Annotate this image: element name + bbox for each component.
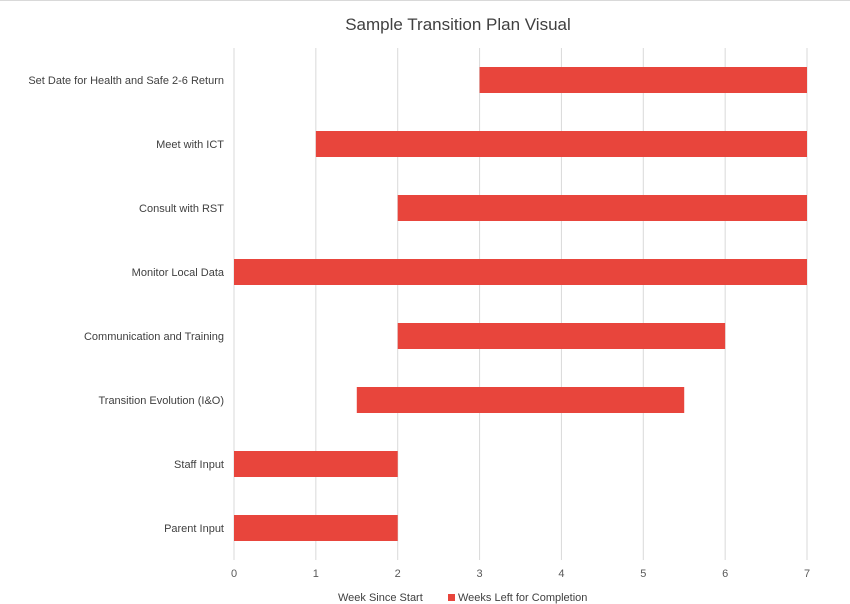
bar-weeks-left [397,323,726,349]
x-tick-label: 3 [477,568,483,580]
bar-weeks-left [234,259,807,285]
category-label: Parent Input [164,523,224,535]
top-divider [0,0,850,1]
bar-weeks-left [234,515,398,541]
category-label: Staff Input [174,459,224,471]
bar-weeks-left [356,387,685,413]
legend-series-2-label: Weeks Left for Completion [458,592,587,604]
x-tick-label: 1 [313,568,319,580]
chart-title: Sample Transition Plan Visual [345,15,571,34]
category-label: Meet with ICT [156,139,224,151]
bar-weeks-left [315,131,807,157]
category-label: Monitor Local Data [132,267,225,279]
category-label: Consult with RST [139,203,224,215]
legend-series-1-label: Week Since Start [338,592,423,604]
x-axis-ticks: 0 1 2 3 4 5 6 7 [231,568,810,580]
x-tick-label: 0 [231,568,237,580]
bars [234,67,807,541]
x-tick-label: 2 [395,568,401,580]
x-tick-label: 6 [722,568,728,580]
bar-weeks-left [234,451,398,477]
legend: Week Since Start Weeks Left for Completi… [338,592,587,604]
x-tick-label: 7 [804,568,810,580]
category-labels: Set Date for Health and Safe 2-6 Return M… [28,75,225,535]
category-label: Communication and Training [84,331,224,343]
x-tick-label: 5 [640,568,646,580]
bar-weeks-left [479,67,807,93]
bar-weeks-left [397,195,807,221]
gridlines [233,48,808,560]
category-label: Set Date for Health and Safe 2-6 Return [28,75,224,87]
x-tick-label: 4 [558,568,564,580]
category-label: Transition Evolution (I&O) [98,395,224,407]
legend-series-2-swatch [448,594,455,601]
